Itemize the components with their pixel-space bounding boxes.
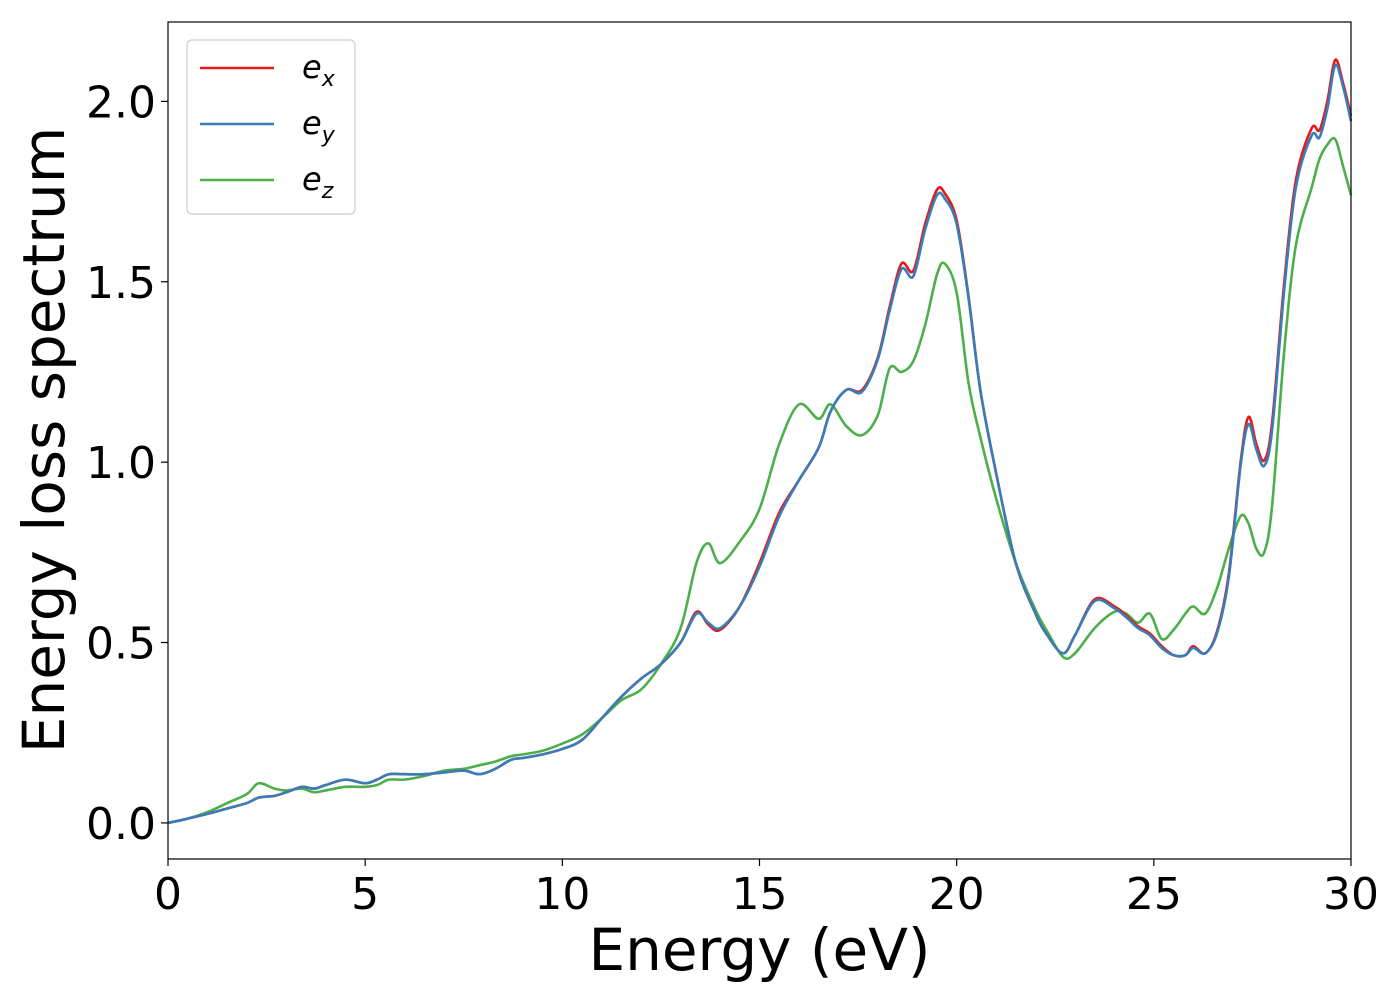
legend-box xyxy=(186,39,356,215)
y-tick-label: 1.0 xyxy=(86,438,156,489)
x-tick-label: 20 xyxy=(929,869,985,920)
x-tick-label: 10 xyxy=(534,869,590,920)
x-tick-label: 15 xyxy=(732,869,788,920)
series-line-z xyxy=(167,136,1353,825)
y-axis: 0.0 0.5 1.0 1.5 2.0 xyxy=(86,77,168,850)
legend: ex ey ez xyxy=(186,39,356,215)
legend-label-z: ez xyxy=(302,160,334,204)
x-tick-label: 25 xyxy=(1126,869,1182,920)
legend-label-x: ex xyxy=(302,48,336,92)
x-tick-label: 5 xyxy=(351,869,379,920)
y-tick-label: 1.5 xyxy=(86,258,156,309)
x-tick-label: 30 xyxy=(1323,869,1379,920)
series-layer xyxy=(167,58,1353,825)
legend-label-y: ey xyxy=(302,104,336,148)
y-tick-label: 0.0 xyxy=(86,799,156,850)
y-tick-label: 2.0 xyxy=(86,77,156,128)
series-line-y xyxy=(167,63,1353,825)
x-tick-label: 0 xyxy=(154,869,182,920)
y-axis-label: Energy loss spectrum xyxy=(10,127,78,753)
y-tick-label: 0.5 xyxy=(86,619,156,670)
x-axis-label: Energy (eV) xyxy=(588,916,930,984)
x-axis: 0 5 10 15 20 25 30 xyxy=(154,859,1379,920)
